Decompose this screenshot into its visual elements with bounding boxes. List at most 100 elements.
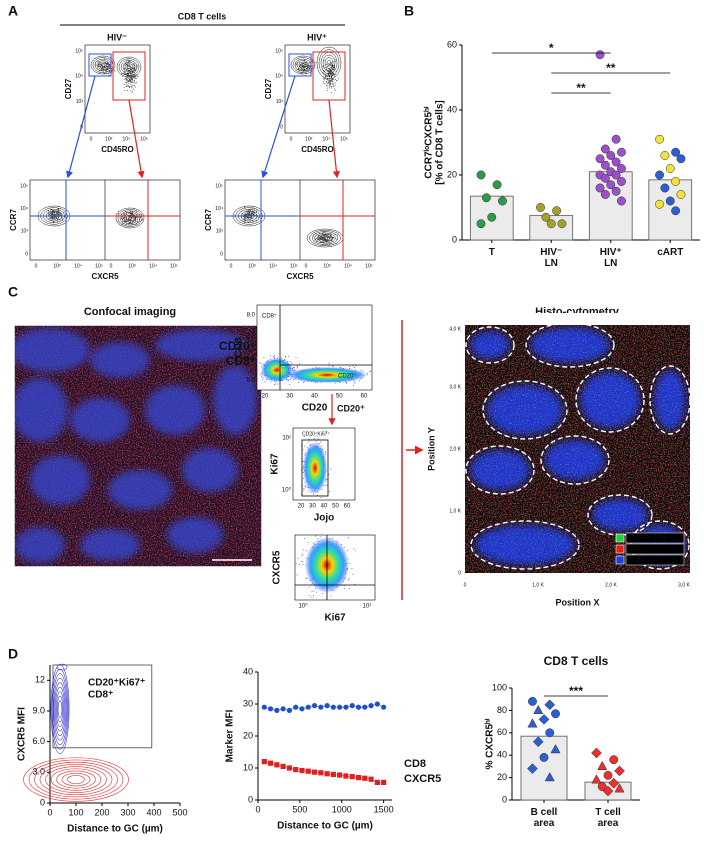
event-dot	[343, 585, 345, 587]
event-dot	[315, 238, 317, 240]
event-dot	[48, 212, 50, 214]
event-dot	[137, 65, 139, 67]
event-dot	[131, 67, 133, 69]
event-dot	[336, 79, 338, 81]
event-dot	[122, 217, 124, 219]
event-dot	[326, 83, 328, 85]
event-dot	[286, 376, 288, 378]
gc-outline	[465, 326, 515, 364]
axis-label: Position X	[555, 597, 599, 607]
event-dot	[296, 574, 298, 576]
data-point	[671, 206, 681, 216]
contour-line	[98, 61, 108, 69]
event-dot	[348, 577, 350, 579]
event-dot	[326, 479, 328, 481]
x-tick-label: 0	[255, 804, 260, 814]
event-dot	[55, 218, 57, 220]
legend-label: CXCR5	[404, 773, 441, 785]
event-dot	[329, 233, 331, 235]
event-dot	[129, 81, 131, 83]
data-point	[274, 707, 280, 714]
y-tick-label: 10	[243, 762, 253, 772]
cd20-region	[80, 529, 140, 561]
event-dot	[130, 86, 132, 88]
density-core	[261, 358, 293, 382]
axis-label: CD45RO	[101, 145, 133, 154]
contour-line	[56, 663, 68, 671]
data-point	[533, 704, 544, 715]
data-point	[617, 164, 626, 173]
event-dot	[59, 219, 61, 221]
event-dot	[303, 489, 305, 491]
contour-line	[67, 775, 85, 785]
event-dot	[248, 217, 250, 219]
event-dot	[131, 222, 133, 224]
contour-line	[324, 57, 334, 69]
event-dot	[285, 367, 287, 369]
event-dot	[305, 550, 307, 552]
data-point	[536, 203, 545, 212]
data-point	[349, 774, 355, 780]
tick-label: 10³	[128, 263, 136, 269]
contour-line	[123, 213, 137, 223]
data-point	[660, 183, 670, 193]
event-dot	[317, 438, 319, 440]
data-point	[591, 747, 602, 759]
data-point	[611, 170, 621, 180]
x-tick-label: 1000	[332, 804, 352, 814]
x-axis-label: Distance to GC (µm)	[67, 824, 163, 835]
event-dot	[328, 491, 330, 493]
tick-label: 10¹	[363, 604, 372, 610]
event-dot	[335, 61, 337, 63]
event-dot	[327, 79, 329, 81]
event-dot	[54, 217, 56, 219]
event-dot	[115, 213, 117, 215]
event-dot	[332, 79, 334, 81]
event-dot	[330, 73, 332, 75]
event-dot	[327, 80, 329, 82]
y-tick-label: 6.0	[32, 736, 45, 746]
data-point	[655, 199, 664, 209]
event-dot	[97, 65, 99, 67]
event-dot	[325, 239, 327, 241]
data-point	[286, 765, 293, 771]
data-point	[362, 704, 368, 710]
event-dot	[252, 220, 254, 222]
data-point	[267, 706, 274, 712]
data-point	[671, 147, 681, 157]
event-dot	[290, 378, 292, 380]
data-point	[539, 752, 549, 762]
data-point	[552, 206, 562, 216]
event-dot	[292, 367, 294, 369]
data-point	[527, 763, 538, 775]
cd20-region	[70, 398, 130, 442]
y-tick-label: 0	[248, 794, 253, 804]
event-dot	[328, 80, 330, 82]
data-point	[655, 170, 664, 180]
tick-label: 0	[220, 251, 223, 257]
x-tick-label: cART	[657, 247, 683, 258]
y-tick-label: 20	[497, 772, 507, 782]
event-dot	[333, 74, 335, 76]
y-tick-label: 20	[243, 730, 253, 740]
density-core	[287, 367, 367, 383]
data-point	[349, 703, 355, 709]
tick-label: 10³	[276, 99, 284, 105]
event-dot	[131, 75, 133, 77]
data-point	[343, 773, 349, 779]
data-point	[318, 704, 324, 710]
event-dot	[249, 209, 251, 211]
data-point	[606, 151, 616, 160]
event-dot	[366, 372, 368, 374]
legend-swatch	[615, 533, 625, 543]
event-dot	[310, 435, 312, 437]
event-dot	[338, 78, 340, 80]
event-dot	[132, 76, 134, 78]
tick-label: 3,0 K	[449, 384, 461, 390]
event-dot	[331, 74, 333, 76]
tick-label: 60	[344, 504, 351, 510]
tick-label: 10⁴	[275, 74, 283, 80]
tick-label: 5.0	[247, 378, 256, 384]
tick-label: 10⁴	[122, 136, 130, 142]
event-dot	[273, 357, 275, 359]
